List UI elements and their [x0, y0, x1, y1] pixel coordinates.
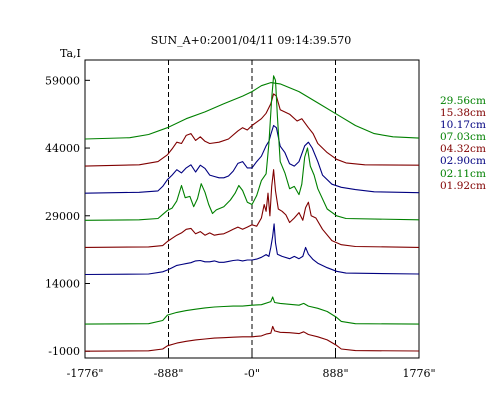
x-tick-label: -0": [244, 367, 260, 380]
series-line-04-32cm: [84, 169, 420, 248]
legend-entry: 10.17cm: [440, 119, 486, 132]
y-tick-label: 14000: [45, 278, 80, 291]
y-axis-ticks: 59000 44000 29000 14000 -1000: [45, 74, 90, 358]
legend-entry: 07.03cm: [440, 131, 486, 144]
legend-entry: 29.56cm: [440, 95, 486, 107]
y-tick-label: 29000: [45, 210, 80, 223]
dashed-reference-lines: [168, 60, 336, 358]
chart-title: SUN_A+0:2001/04/11 09:14:39.570: [151, 34, 352, 47]
series-line-02-90cm: [84, 223, 420, 276]
y-tick-label: 44000: [45, 142, 80, 155]
x-axis-ticks: -1776" -888" -0" 888" 1776": [67, 353, 436, 380]
y-axis-label: Ta,I: [60, 47, 81, 60]
legend-entry: 15.38cm: [440, 107, 486, 120]
x-tick-label: -1776": [67, 367, 104, 380]
x-tick-label: -888": [154, 367, 184, 380]
y-tick-label: 59000: [45, 74, 80, 87]
legend-entry: 02.90cm: [440, 155, 486, 168]
series-line-02-11cm: [84, 296, 420, 325]
x-tick-label: 888": [322, 367, 348, 380]
legend-entry: 04.32cm: [440, 143, 486, 156]
series-line-01-92cm: [84, 325, 420, 352]
legend: 29.56cm 15.38cm 10.17cm 07.03cm 04.32cm 02.90…: [440, 95, 486, 192]
legend-entry: 01.92cm: [440, 179, 486, 192]
series-line-10-17cm: [84, 124, 420, 194]
series-line-07-03cm: [84, 75, 420, 221]
series-line-15-38cm: [84, 93, 420, 167]
x-tick-label: 1776": [402, 367, 435, 380]
series-line-29-56cm: [84, 82, 420, 140]
y-tick-label: -1000: [48, 345, 80, 358]
legend-entry: 02.11cm: [440, 167, 486, 180]
series-lines: [84, 75, 420, 352]
